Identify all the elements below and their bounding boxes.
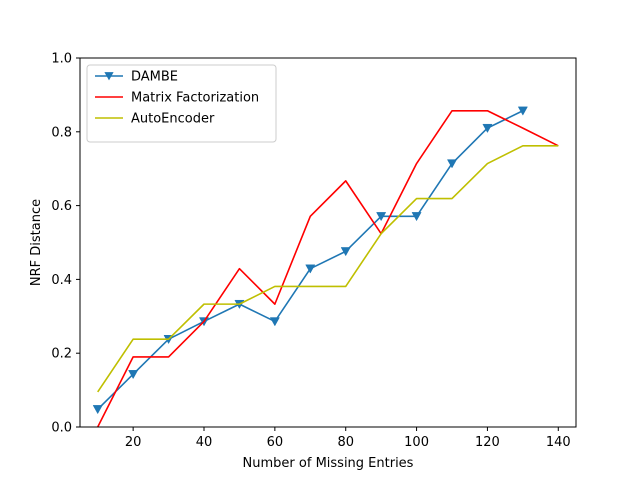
x-axis-label: Number of Missing Entries	[243, 456, 414, 471]
data-point	[128, 370, 139, 380]
data-point	[411, 212, 422, 222]
y-tick-label: 1.0	[51, 52, 72, 67]
series-line	[97, 109, 559, 428]
data-point	[446, 159, 458, 169]
series-layer	[92, 106, 559, 428]
x-tick-label: 20	[125, 435, 142, 450]
legend-label: DAMBE	[131, 70, 178, 85]
data-point	[482, 123, 493, 133]
series-line	[97, 145, 559, 393]
legend: DAMBE Matrix Factorization AutoEncoder	[86, 64, 277, 143]
data-point	[305, 264, 316, 274]
x-tick-label: 60	[267, 435, 284, 450]
axes-frame	[79, 57, 577, 428]
data-point	[340, 247, 351, 257]
x-tick-label: 80	[337, 435, 354, 450]
x-tick-label: 40	[196, 435, 213, 450]
data-point	[517, 106, 528, 116]
data-point	[269, 317, 280, 327]
y-tick-label: 0.4	[51, 273, 72, 288]
legend-marker	[104, 72, 114, 81]
y-tick-label: 0.6	[51, 199, 72, 214]
x-tick-label: 120	[475, 435, 500, 450]
x-tick-label: 140	[546, 435, 571, 450]
y-axis-label: NRF Distance	[29, 199, 44, 286]
data-point	[92, 405, 103, 415]
x-tick-label: 100	[404, 435, 429, 450]
legend-box	[86, 64, 277, 143]
y-axis: 0.0 0.2 0.4 0.6 0.8 1.0	[51, 52, 80, 436]
data-point	[376, 212, 387, 222]
x-axis: 20 40 60 80 100 120 140	[125, 427, 571, 450]
legend-label: Matrix Factorization	[131, 91, 259, 106]
y-tick-label: 0.0	[51, 421, 72, 436]
legend-label: AutoEncoder	[131, 112, 215, 127]
y-tick-label: 0.8	[51, 125, 72, 140]
y-tick-label: 0.2	[51, 347, 72, 362]
